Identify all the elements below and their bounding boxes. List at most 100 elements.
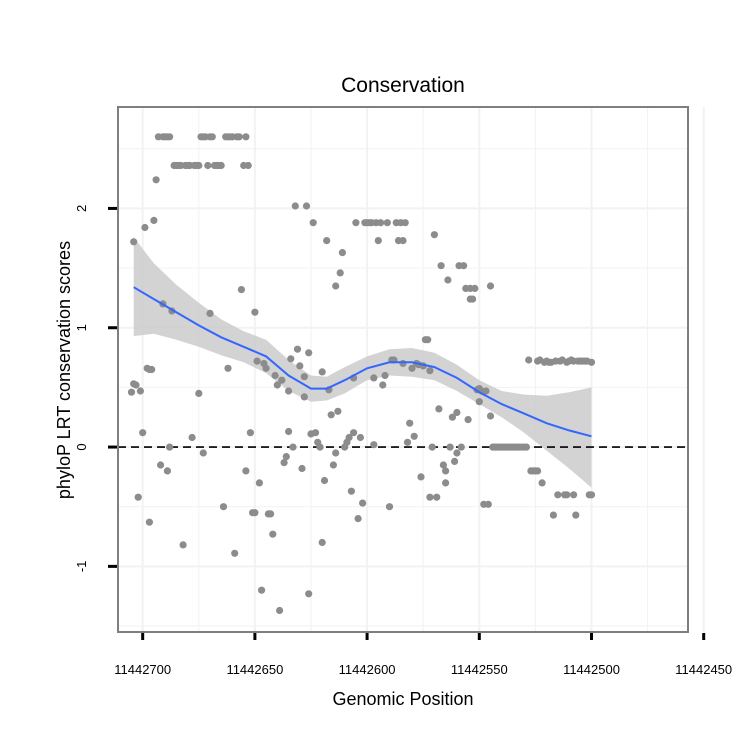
data-point (235, 133, 243, 141)
data-point (309, 219, 317, 227)
data-point (406, 419, 414, 427)
data-point (345, 433, 353, 442)
data-point (475, 398, 483, 406)
data-point (435, 405, 443, 413)
data-point (426, 367, 434, 375)
data-point (460, 262, 468, 270)
data-point (145, 518, 153, 526)
data-point (587, 358, 596, 366)
data-point (273, 381, 281, 389)
data-point (269, 530, 277, 538)
confidence-band (133, 237, 592, 488)
data-point (134, 493, 142, 501)
data-point (486, 282, 495, 290)
smooth-line-layer (133, 286, 592, 438)
data-point (305, 349, 313, 357)
data-point (554, 491, 562, 499)
data-point (318, 538, 326, 547)
data-point (563, 491, 571, 499)
data-point (426, 493, 434, 501)
x-tick-label: 11442500 (563, 662, 620, 677)
data-point (332, 449, 340, 457)
data-point (522, 443, 531, 451)
data-point (444, 276, 452, 284)
y-tick-label: 1 (74, 324, 89, 331)
data-point (246, 429, 254, 437)
data-point (370, 441, 378, 449)
data-point (417, 473, 425, 481)
data-point (251, 509, 259, 517)
data-point (127, 388, 136, 396)
grid-lines (118, 107, 705, 632)
data-point (296, 362, 304, 370)
data-point (251, 308, 259, 316)
data-point (356, 433, 364, 442)
data-point (379, 381, 387, 389)
data-point (347, 487, 355, 495)
confidence-band-layer (133, 237, 592, 488)
data-point (271, 371, 279, 380)
data-point (136, 387, 144, 395)
data-point (208, 133, 216, 141)
y-axis-title: phyloP LRT conservation scores (54, 241, 74, 499)
data-point (385, 503, 394, 511)
data-point (300, 373, 308, 381)
data-point (377, 219, 385, 227)
data-point (242, 133, 250, 141)
x-tick-label: 11442450 (675, 662, 732, 677)
data-point (237, 286, 245, 294)
data-point (446, 443, 454, 451)
data-point (433, 493, 441, 501)
data-point (437, 262, 445, 270)
data-point (457, 443, 465, 451)
data-point (287, 355, 295, 363)
data-point (150, 216, 158, 224)
data-point (217, 161, 225, 170)
data-point (320, 476, 329, 485)
x-tick-label: 11442700 (114, 662, 171, 677)
data-points-layer (127, 133, 596, 615)
data-point (439, 461, 447, 469)
data-point (244, 161, 252, 170)
data-point (464, 416, 472, 424)
x-tick-label: 11442550 (451, 662, 508, 677)
data-point (318, 368, 326, 376)
data-point (538, 479, 546, 487)
data-point (323, 237, 331, 245)
data-point (424, 336, 432, 344)
data-point (267, 510, 275, 518)
data-point (179, 541, 187, 549)
data-point (428, 443, 436, 451)
y-axis: -1 0 1 2 (74, 205, 117, 572)
data-point (399, 359, 407, 368)
data-point (336, 269, 344, 277)
data-point (370, 374, 378, 382)
y-tick-label: 2 (74, 205, 89, 212)
data-point (572, 511, 580, 519)
data-point (130, 238, 138, 246)
data-point (401, 219, 409, 227)
data-point (141, 223, 149, 232)
data-point (231, 549, 239, 557)
data-point (291, 202, 299, 210)
data-point (132, 381, 140, 389)
data-point (302, 202, 311, 210)
data-point (469, 295, 477, 303)
data-point (484, 500, 492, 508)
data-point (206, 309, 214, 317)
data-point (282, 453, 290, 461)
data-point (139, 429, 147, 437)
data-point (329, 461, 337, 469)
data-point (525, 356, 533, 364)
data-point (148, 365, 156, 374)
data-point (219, 503, 228, 511)
data-point (332, 282, 340, 290)
data-point (451, 457, 459, 465)
data-point (442, 467, 450, 475)
data-point (453, 449, 461, 457)
data-point (587, 491, 596, 499)
data-point (255, 479, 263, 487)
data-point (278, 376, 286, 384)
data-point (188, 433, 196, 442)
data-point (374, 237, 382, 245)
